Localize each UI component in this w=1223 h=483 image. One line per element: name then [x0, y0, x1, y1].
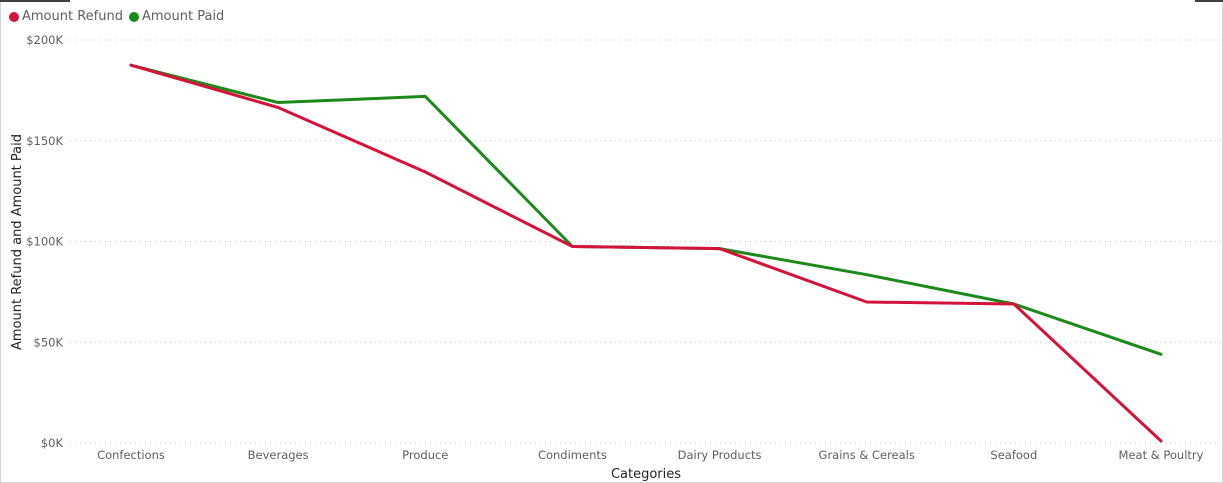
- legend-item-amount-paid[interactable]: Amount Paid: [128, 9, 225, 24]
- data-point-amount-paid[interactable]: [862, 270, 872, 280]
- top-border-gap: [70, 0, 1195, 2]
- x-tick-label: Seafood: [990, 448, 1037, 462]
- legend-marker-amount-refund: [9, 11, 19, 22]
- data-point-amount-paid[interactable]: [715, 244, 725, 254]
- data-point-amount-paid[interactable]: [273, 97, 283, 107]
- data-point-amount-refund[interactable]: [420, 167, 430, 177]
- y-tick-label: $0K: [41, 436, 64, 450]
- x-axis-ticks: Confections Beverages Produce Condiments Dai…: [97, 448, 1204, 462]
- data-point-amount-paid[interactable]: [420, 91, 430, 101]
- legend-marker-amount-paid: [128, 11, 139, 22]
- data-point-amount-refund[interactable]: [862, 297, 872, 307]
- data-point-amount-paid[interactable]: [126, 60, 136, 70]
- legend-label-amount-refund: Amount Refund: [22, 9, 123, 24]
- data-point-amount-paid[interactable]: [567, 242, 577, 252]
- x-tick-label: Condiments: [538, 448, 607, 462]
- data-point-amount-paid[interactable]: [1156, 349, 1166, 359]
- y-axis-title: Amount Refund and Amount Paid: [10, 134, 25, 350]
- legend-label-amount-paid: Amount Paid: [141, 9, 225, 24]
- x-tick-label: Grains & Cereals: [819, 448, 915, 462]
- data-point-amount-refund[interactable]: [1156, 436, 1166, 446]
- legend: Amount Refund Amount Paid: [9, 9, 230, 24]
- x-tick-label: Confections: [97, 448, 165, 462]
- data-point-amount-paid[interactable]: [1009, 299, 1019, 309]
- x-tick-label: Dairy Products: [678, 448, 762, 462]
- y-tick-label: $150K: [26, 134, 63, 148]
- gridlines: [70, 39, 1222, 444]
- x-tick-label: Beverages: [248, 448, 309, 462]
- x-axis-title: Categories: [611, 467, 681, 482]
- x-tick-label: Produce: [402, 448, 448, 462]
- y-tick-label: $50K: [34, 335, 64, 349]
- y-tick-label: $200K: [26, 33, 63, 47]
- series-lines: [126, 60, 1166, 446]
- legend-item-amount-refund[interactable]: Amount Refund: [9, 9, 123, 24]
- y-axis-ticks: $0K $50K $100K $150K $200K: [26, 33, 63, 450]
- x-tick-label: Meat & Poultry: [1119, 448, 1204, 462]
- series-line-amount-refund[interactable]: [129, 63, 1163, 443]
- y-tick-label: $100K: [26, 235, 63, 249]
- series-line-amount-paid[interactable]: [129, 63, 1163, 356]
